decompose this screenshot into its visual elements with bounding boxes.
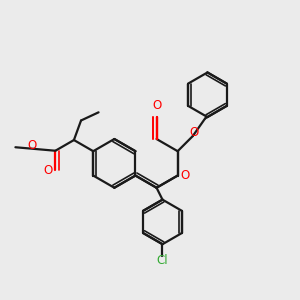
Text: O: O [43, 164, 52, 177]
Text: O: O [152, 99, 161, 112]
Text: O: O [190, 126, 199, 139]
Text: O: O [181, 169, 190, 182]
Text: O: O [28, 140, 37, 152]
Text: Cl: Cl [157, 254, 168, 267]
